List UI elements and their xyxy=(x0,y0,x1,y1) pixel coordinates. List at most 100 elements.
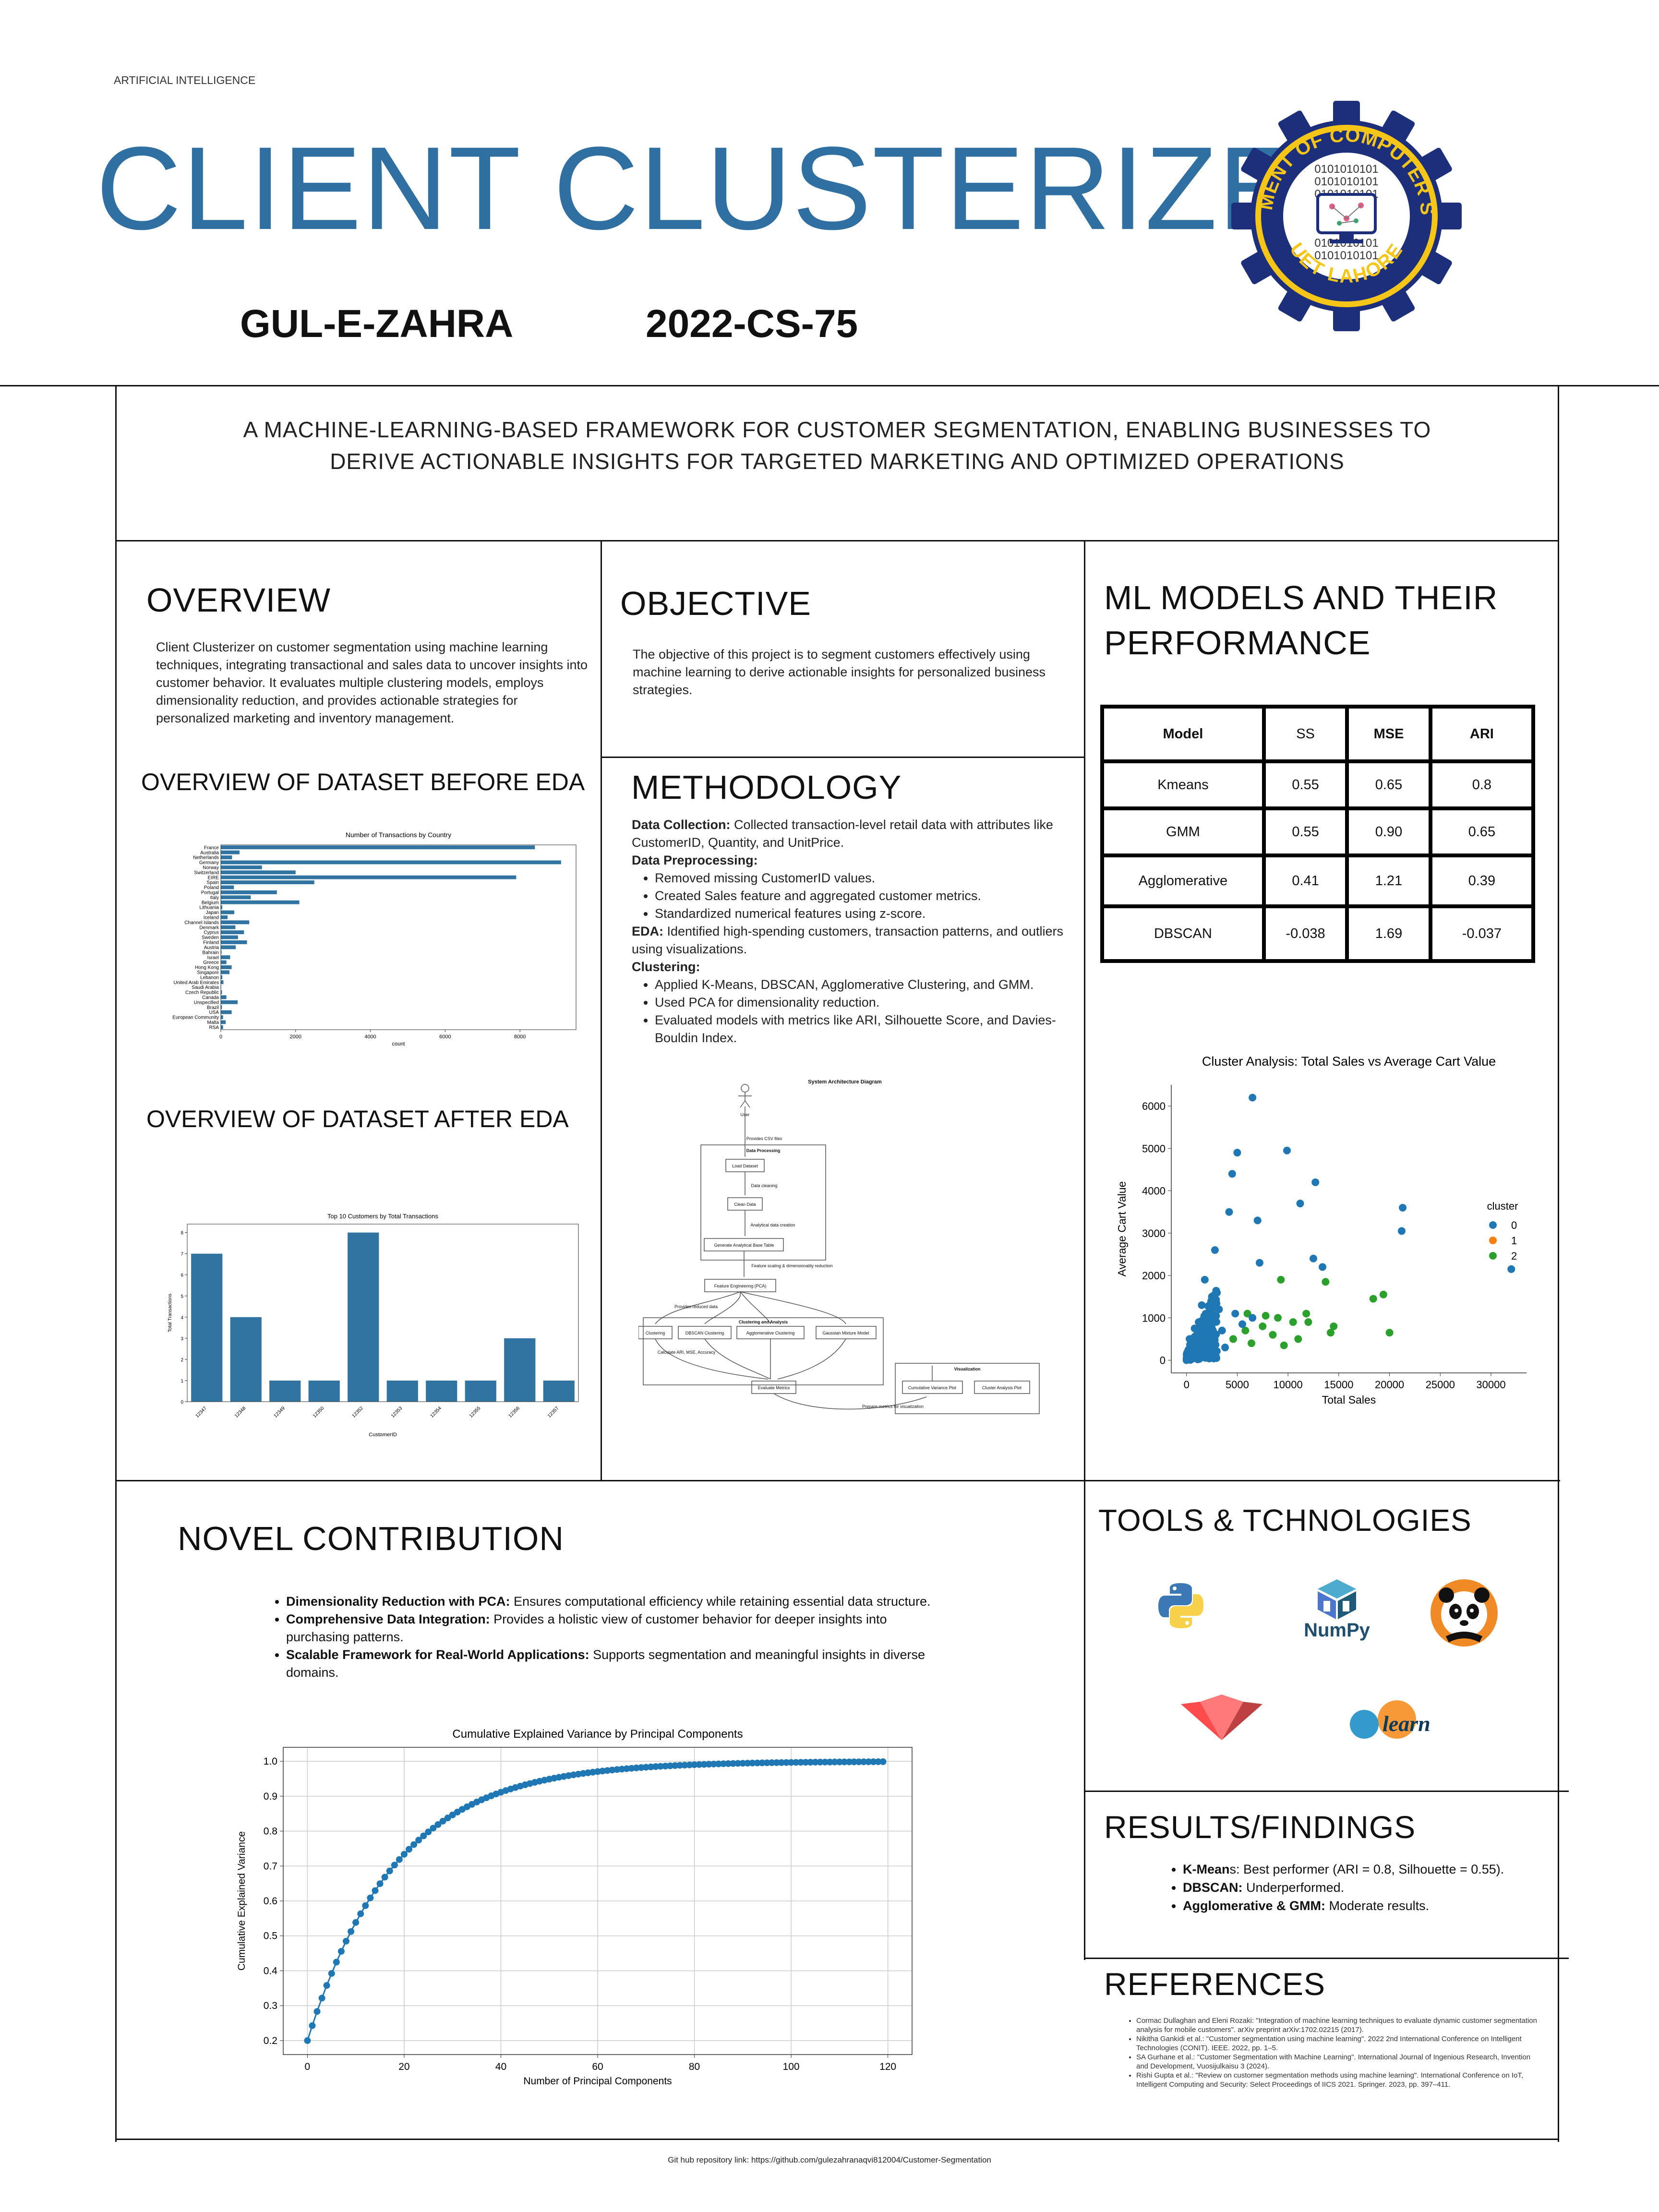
y-tick-label: 3000 xyxy=(1142,1227,1166,1239)
scatter-point-cluster-0 xyxy=(1201,1353,1209,1361)
scatter-point-cluster-2 xyxy=(1241,1326,1250,1334)
chart-axes xyxy=(220,844,577,1030)
variance-point xyxy=(391,1862,398,1869)
variance-point xyxy=(381,1874,388,1881)
data-preprocessing-label: Data Preprocessing: xyxy=(632,853,758,867)
y-tick-label: Brazil xyxy=(207,1005,219,1010)
variance-point xyxy=(797,1759,805,1766)
chart-bar xyxy=(504,1338,536,1402)
table-header-cell: Model xyxy=(1104,709,1262,759)
x-tick-label: 20000 xyxy=(1375,1379,1404,1391)
x-tick-label: 2000 xyxy=(290,1034,301,1040)
cluster-plot-node xyxy=(974,1381,1030,1394)
y-tick-label: 0.8 xyxy=(264,1826,277,1837)
table-header-row: Model SS MSE ARI xyxy=(1104,709,1531,759)
chart-axes xyxy=(1171,1085,1527,1373)
chart-bar xyxy=(221,895,251,900)
y-tick-label: 8 xyxy=(180,1231,183,1236)
list-item: Agglomerative & GMM: Moderate results. xyxy=(1183,1897,1576,1915)
variance-point xyxy=(652,1763,659,1770)
y-tick-label: 4000 xyxy=(1142,1185,1166,1197)
python-icon xyxy=(1158,1583,1203,1628)
table-cell: 0.41 xyxy=(1265,857,1346,904)
x-tick-label: 40 xyxy=(495,2061,506,2072)
models-heading-line-2: PERFORMANCE xyxy=(1104,624,1371,661)
objective-heading: OBJECTIVE xyxy=(620,585,811,622)
table-cell: -0.038 xyxy=(1265,908,1346,959)
table-cell: 0.65 xyxy=(1432,810,1531,854)
variance-point xyxy=(739,1760,746,1767)
scatter-point-cluster-0 xyxy=(1311,1178,1320,1186)
chart-bar xyxy=(221,935,238,939)
clustering-label: Clustering: xyxy=(632,960,700,974)
variance-point xyxy=(700,1761,708,1768)
legend-label: 0 xyxy=(1511,1219,1517,1231)
scatter-point-cluster-2 xyxy=(1269,1331,1277,1339)
x-axis-label: Number of Principal Components xyxy=(523,2076,672,2087)
table-cell: -0.037 xyxy=(1432,908,1531,959)
variance-point xyxy=(783,1759,790,1766)
scatter-point-cluster-0 xyxy=(1231,1310,1239,1318)
y-tick-label: Finland xyxy=(203,940,219,946)
y-tick-label: Canada xyxy=(202,995,219,1000)
scatter-point-cluster-0 xyxy=(1209,1326,1217,1334)
variance-point xyxy=(715,1760,722,1767)
legend-marker xyxy=(1489,1221,1497,1229)
y-tick-label: 0.2 xyxy=(264,2035,277,2046)
diagram-node-label: Generate Analytical Base Table xyxy=(714,1243,774,1248)
scatter-point-cluster-2 xyxy=(1322,1278,1330,1286)
variance-point xyxy=(662,1763,669,1770)
variance-point xyxy=(357,1910,364,1917)
x-tick-label: 8000 xyxy=(514,1034,526,1040)
scatter-point-cluster-2 xyxy=(1248,1339,1256,1347)
chart-title: Number of Transactions by Country xyxy=(346,831,451,839)
list-item: Removed missing CustomerID values. xyxy=(655,869,1073,887)
reference-item: SA Gurhane et al.: "Customer Segmentatio… xyxy=(1136,2053,1539,2071)
legend-label: 2 xyxy=(1511,1250,1517,1262)
scatter-point-cluster-0 xyxy=(1201,1275,1209,1284)
result-label: Agglomerative & GMM: xyxy=(1183,1899,1326,1913)
scatter-point-cluster-2 xyxy=(1304,1318,1312,1326)
methodology-body: Data Collection: Collected transaction-l… xyxy=(632,816,1073,1047)
chart-bar xyxy=(221,1025,223,1029)
chart-bar xyxy=(221,850,240,854)
scatter-point-cluster-0 xyxy=(1225,1208,1233,1216)
variance-point xyxy=(807,1758,814,1766)
table-cell: 0.65 xyxy=(1349,763,1429,806)
scatter-point-cluster-0 xyxy=(1399,1203,1407,1212)
variance-point xyxy=(870,1758,877,1766)
x-tick-label: 0 xyxy=(305,2061,311,2072)
novel-item-text: Provides a holistic view of customer beh… xyxy=(286,1612,887,1644)
chart-bar xyxy=(221,920,250,925)
y-tick-label: Australia xyxy=(200,850,219,855)
models-heading: ML MODELS AND THEIR PERFORMANCE xyxy=(1104,575,1498,665)
y-tick-label: Netherlands xyxy=(193,855,219,861)
table-cell: 0.55 xyxy=(1265,763,1346,806)
references-list: Cormac Dullaghan and Eleni Rozaki: "Inte… xyxy=(1126,2016,1539,2089)
logo-binary: 0101010101 xyxy=(1314,175,1378,188)
x-tick-label: 0 xyxy=(1184,1379,1190,1391)
list-item: Used PCA for dimensionality reduction. xyxy=(655,994,1073,1011)
diagram-title: System Architecture Diagram xyxy=(808,1079,882,1085)
tagline-line-2: DERIVE ACTIONABLE INSIGHTS FOR TARGETED … xyxy=(330,449,1345,474)
table-row: DBSCAN -0.038 1.69 -0.037 xyxy=(1104,908,1531,959)
variance-point xyxy=(396,1856,403,1863)
chart-bar xyxy=(221,860,561,865)
y-tick-label: 1000 xyxy=(1142,1312,1166,1324)
github-repository-link[interactable]: Git hub repository link: https://github.… xyxy=(668,2155,991,2164)
y-tick-label: Czech Republic xyxy=(185,990,219,996)
variance-point xyxy=(836,1758,843,1766)
diagram-node-label: Agglomerative Clustering xyxy=(746,1331,795,1335)
y-tick-label: 0.3 xyxy=(264,2000,277,2011)
y-tick-label: Spain xyxy=(206,880,219,886)
scatter-point-cluster-0 xyxy=(1507,1265,1515,1273)
variance-point xyxy=(812,1758,819,1766)
variance-point xyxy=(604,1767,611,1774)
scatter-point-cluster-2 xyxy=(1277,1275,1285,1284)
y-tick-label: USA xyxy=(209,1010,219,1015)
models-heading-line-1: ML MODELS AND THEIR xyxy=(1104,579,1498,616)
scatter-point-cluster-2 xyxy=(1259,1322,1267,1330)
variance-point xyxy=(410,1841,418,1848)
variance-point xyxy=(439,1817,446,1825)
y-axis-label: Cumulative Explained Variance xyxy=(236,1831,247,1971)
